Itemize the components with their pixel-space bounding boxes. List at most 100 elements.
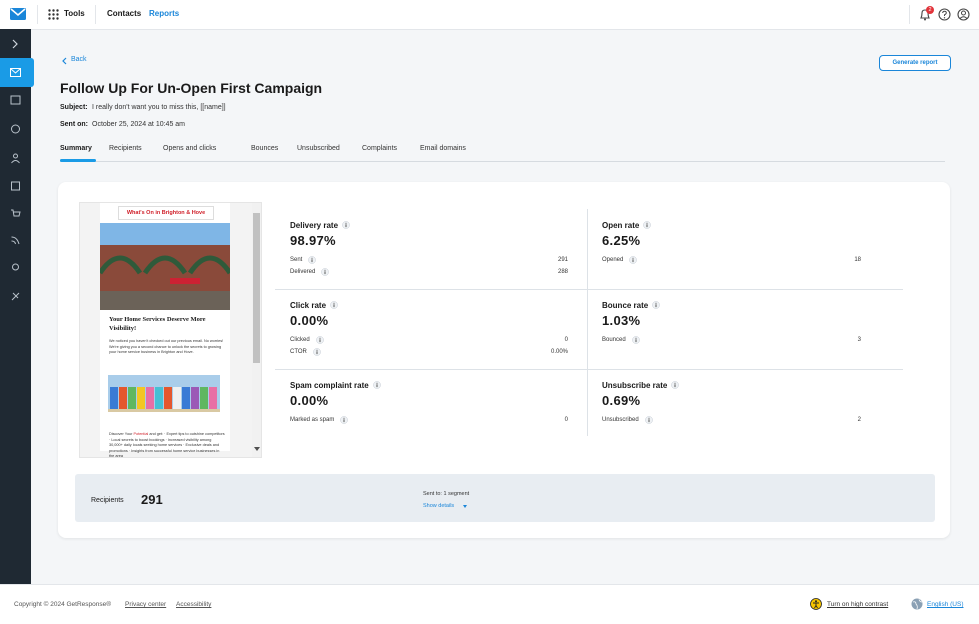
recipients-panel: Recipients 291 Sent to: 1 segment Show d…	[75, 474, 935, 522]
recipients-count: 291	[141, 492, 163, 507]
nav-icons[interactable]	[10, 95, 21, 345]
metric-title: Spam complaint rate	[290, 381, 369, 390]
metric: Spam complaint rate 0.00% Marked as spam 0	[275, 369, 587, 449]
scrollbar-thumb[interactable]	[253, 213, 260, 363]
sent-date: October 25, 2024 at 10:45 am	[92, 121, 186, 128]
metric-row-label: Sent	[290, 257, 303, 263]
metric-row-label: Delivered	[290, 269, 316, 275]
divider	[95, 5, 96, 24]
apps-icon[interactable]	[48, 9, 59, 20]
nav-link[interactable]: Contacts	[107, 9, 142, 18]
metric-value: 0.00%	[290, 393, 329, 408]
globe-icon[interactable]	[911, 598, 923, 610]
grid-divider	[275, 289, 903, 290]
contrast-icon[interactable]	[810, 598, 822, 610]
metric-row-label: Unsubscribed	[602, 417, 639, 423]
email-photo	[108, 375, 220, 412]
top-bar: Tools Contacts Reports 2	[0, 0, 979, 30]
info-icon[interactable]	[321, 268, 329, 276]
info-icon[interactable]	[643, 221, 651, 229]
scroll-arrow[interactable]	[254, 447, 260, 452]
metric-value: 6.25%	[602, 233, 641, 248]
logo[interactable]	[10, 7, 26, 21]
info-icon[interactable]	[316, 336, 324, 344]
metric-value: 98.97%	[290, 233, 336, 248]
generate-report-button[interactable]: Generate report	[879, 55, 951, 71]
metric: Click rate 0.00% Clicked 0 CTOR 0.00%	[275, 289, 587, 369]
info-icon[interactable]	[340, 416, 348, 424]
grid-divider	[275, 369, 903, 370]
help-icon[interactable]	[938, 8, 951, 21]
info-icon[interactable]	[645, 416, 653, 424]
campaign-title: Follow Up For Un-Open First Campaign	[60, 80, 323, 96]
divider	[37, 5, 38, 24]
grid-divider	[587, 209, 588, 436]
tab[interactable]: Summary	[60, 145, 92, 152]
footer-link[interactable]: Accessibility	[176, 601, 212, 608]
tools-menu[interactable]: Tools	[64, 9, 85, 18]
metric: Open rate 6.25% Opened 18	[587, 209, 899, 289]
info-icon[interactable]	[632, 336, 640, 344]
metric-row-value: 18	[854, 257, 861, 263]
metric-row-value: 288	[557, 269, 568, 275]
metric-title: Unsubscribe rate	[602, 381, 668, 390]
nav-link[interactable]: Reports	[149, 9, 180, 18]
email-intro: We noticed you haven't checked out our p…	[109, 339, 224, 355]
metric-row-label: CTOR	[290, 349, 307, 355]
expand-icon[interactable]	[11, 39, 19, 49]
tab[interactable]: Unsubscribed	[297, 145, 340, 152]
contrast-toggle[interactable]: Turn on high contrast	[827, 601, 889, 608]
info-icon[interactable]	[671, 381, 679, 389]
info-icon[interactable]	[629, 256, 637, 264]
info-icon[interactable]	[308, 256, 316, 264]
caret-icon	[463, 505, 467, 508]
metric-value: 0.00%	[290, 313, 329, 328]
tab[interactable]: Email domains	[420, 145, 466, 152]
tab[interactable]: Bounces	[251, 145, 279, 152]
tabs: Summary Recipients Opens and clicks Bounces…	[60, 145, 945, 162]
metric-value: 0.69%	[602, 393, 641, 408]
notification-badge: 2	[926, 6, 934, 14]
email-text-part: Discover Your	[109, 432, 133, 436]
info-icon[interactable]	[373, 381, 381, 389]
tab[interactable]: Recipients	[109, 145, 142, 152]
notifications-icon[interactable]	[919, 8, 931, 21]
info-icon[interactable]	[330, 301, 338, 309]
active-nav-item[interactable]	[0, 58, 34, 87]
metric-title: Open rate	[602, 221, 640, 230]
email-photo	[100, 223, 230, 310]
tab[interactable]: Opens and clicks	[163, 145, 217, 152]
subject-label: Subject:	[60, 104, 88, 111]
info-icon[interactable]	[342, 221, 350, 229]
metric: Delivery rate 98.97% Sent 291 Delivered 288	[275, 209, 587, 289]
metric-row-value: 3	[857, 337, 861, 343]
metric-row-value: 0	[564, 337, 568, 343]
active-tab-indicator	[60, 159, 96, 162]
sidebar	[0, 29, 34, 584]
metric-row-value: 0.00%	[550, 349, 568, 355]
show-details[interactable]: Show details	[423, 503, 455, 509]
metric-row-label: Bounced	[602, 337, 626, 343]
language-select[interactable]: English (US)	[927, 601, 964, 608]
sent-label: Sent on:	[60, 121, 88, 128]
recipients-label: Recipients	[91, 497, 124, 504]
summary-card: What's On in Brighton & Hove Your Home S…	[58, 182, 950, 538]
info-icon[interactable]	[313, 348, 321, 356]
metric-title: Delivery rate	[290, 221, 339, 230]
footer-link[interactable]: Privacy center	[125, 601, 167, 608]
tab[interactable]: Complaints	[362, 145, 398, 152]
back-link[interactable]: Back	[71, 56, 87, 63]
metric-row-value: 0	[564, 417, 568, 423]
email-text: Discover Your Potential and get: · Exper…	[109, 432, 225, 457]
email-highlight: Potential	[133, 432, 149, 436]
subject: I really don't want you to miss this, [[…	[92, 104, 226, 111]
back-icon[interactable]	[61, 57, 67, 65]
email-preview: What's On in Brighton & Hove Your Home S…	[79, 202, 262, 458]
metric-row-label: Opened	[602, 257, 624, 263]
account-icon[interactable]	[957, 8, 970, 21]
divider	[909, 5, 910, 24]
email-icon[interactable]	[10, 68, 21, 77]
info-icon[interactable]	[652, 301, 660, 309]
metric-row-value: 291	[557, 257, 568, 263]
